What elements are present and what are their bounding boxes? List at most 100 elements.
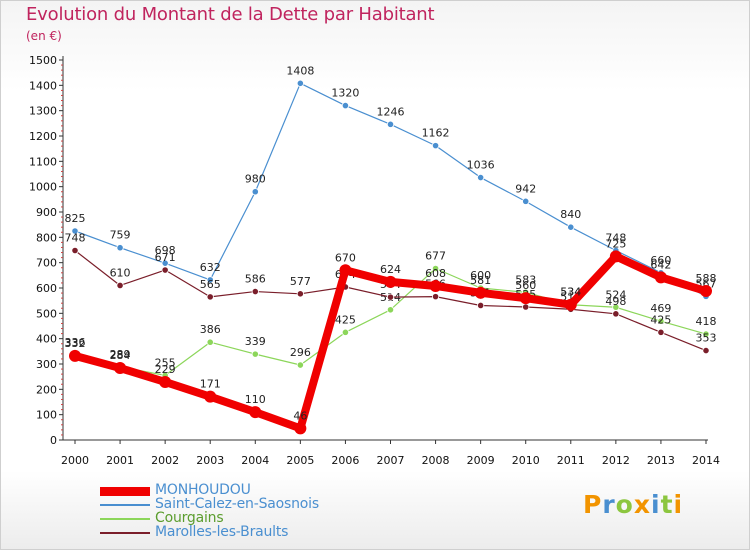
x-tick-label: 2012 xyxy=(602,454,630,467)
data-label: 610 xyxy=(110,266,131,279)
data-label: 642 xyxy=(650,258,671,271)
y-tick-label: 400 xyxy=(36,333,57,346)
data-label: 825 xyxy=(65,212,86,225)
data-point xyxy=(657,328,665,336)
data-label: 339 xyxy=(245,335,266,348)
data-point xyxy=(161,266,169,274)
data-point xyxy=(657,317,665,325)
legend: MONHOUDOU Saint-Calez-en-Saosnois Courgain… xyxy=(100,482,360,540)
data-point xyxy=(474,286,487,299)
data-point xyxy=(251,350,259,358)
x-tick-label: 2014 xyxy=(692,454,720,467)
x-tick-label: 2013 xyxy=(647,454,675,467)
data-label: 581 xyxy=(470,274,491,287)
data-label: 577 xyxy=(290,275,311,288)
data-label: 671 xyxy=(155,251,176,264)
legend-swatch xyxy=(100,486,150,496)
data-point xyxy=(206,293,214,301)
data-point xyxy=(296,290,304,298)
data-point xyxy=(294,422,307,435)
y-tick-label: 700 xyxy=(36,257,57,270)
data-point xyxy=(69,349,81,362)
data-label: 624 xyxy=(380,263,401,276)
data-point xyxy=(429,279,442,292)
legend-label: Marolles-les-Braults xyxy=(155,524,289,540)
data-point xyxy=(116,244,124,252)
data-label: 534 xyxy=(560,286,581,299)
y-tick-label: 500 xyxy=(36,307,57,320)
data-point xyxy=(386,293,395,301)
data-label: 498 xyxy=(605,295,626,308)
legend-swatch xyxy=(100,518,150,520)
data-label: 942 xyxy=(515,182,536,195)
data-label: 46 xyxy=(293,409,307,422)
y-tick-label: 300 xyxy=(36,358,57,371)
chart-title: Evolution du Montant de la Dette par Hab… xyxy=(26,4,435,25)
data-point xyxy=(567,223,575,231)
data-label: 110 xyxy=(245,393,266,406)
data-label: 1162 xyxy=(422,127,450,140)
x-tick-label: 2003 xyxy=(196,454,224,467)
data-point xyxy=(71,246,79,255)
data-point xyxy=(609,250,622,263)
data-label: 560 xyxy=(515,279,536,292)
logo-letter: i xyxy=(651,490,661,519)
y-tick-label: 0 xyxy=(50,434,57,447)
data-label: 1408 xyxy=(286,64,314,77)
data-point xyxy=(384,275,397,288)
data-label: 748 xyxy=(65,232,86,245)
data-label: 980 xyxy=(245,173,266,186)
data-point xyxy=(116,281,124,290)
legend-item: Courgains xyxy=(100,510,360,526)
data-label: 524 xyxy=(605,288,626,301)
logo-letter: r xyxy=(602,490,616,519)
data-point xyxy=(431,142,440,150)
data-point xyxy=(249,406,262,419)
y-tick-label: 1300 xyxy=(29,105,57,118)
data-label: 229 xyxy=(155,363,176,376)
data-label: 759 xyxy=(110,229,131,242)
data-point xyxy=(296,361,304,369)
x-tick-label: 2008 xyxy=(422,454,450,467)
y-tick-label: 600 xyxy=(36,282,57,295)
data-label: 332 xyxy=(65,337,86,350)
x-tick-label: 2005 xyxy=(286,454,314,467)
data-point xyxy=(114,362,127,375)
logo-letter: o xyxy=(615,490,634,519)
data-label: 1246 xyxy=(377,105,405,118)
legend-item: Marolles-les-Braults xyxy=(100,524,360,540)
data-point xyxy=(564,298,577,311)
x-tick-label: 2010 xyxy=(512,454,540,467)
legend-label: MONHOUDOU xyxy=(155,482,251,498)
data-point xyxy=(251,188,259,196)
data-label: 588 xyxy=(696,272,717,285)
x-tick-label: 2004 xyxy=(241,454,269,467)
data-label: 386 xyxy=(200,323,221,336)
data-label: 583 xyxy=(515,273,536,286)
data-point xyxy=(522,303,530,311)
proxiti-logo: Proxiti xyxy=(583,490,683,519)
chart-subtitle: (en €) xyxy=(26,29,62,43)
data-label: 670 xyxy=(335,251,356,264)
data-point xyxy=(702,346,710,355)
data-point xyxy=(159,375,172,388)
data-label: 296 xyxy=(290,346,311,359)
data-label: 353 xyxy=(696,332,717,345)
y-tick-label: 1500 xyxy=(29,54,57,67)
data-point xyxy=(204,390,217,403)
data-label: 1036 xyxy=(467,159,495,172)
y-tick-label: 1100 xyxy=(29,155,57,168)
data-label: 608 xyxy=(425,267,446,280)
data-label: 1320 xyxy=(331,87,359,100)
legend-item: MONHOUDOU xyxy=(100,482,360,498)
y-tick-label: 1200 xyxy=(29,130,57,143)
data-label: 632 xyxy=(200,261,221,274)
data-point xyxy=(654,271,667,284)
x-tick-label: 2001 xyxy=(106,454,134,467)
data-point xyxy=(477,173,485,182)
data-label: 469 xyxy=(650,302,671,315)
data-point xyxy=(206,338,214,346)
data-point xyxy=(522,197,530,205)
logo-letter: t xyxy=(660,490,674,519)
